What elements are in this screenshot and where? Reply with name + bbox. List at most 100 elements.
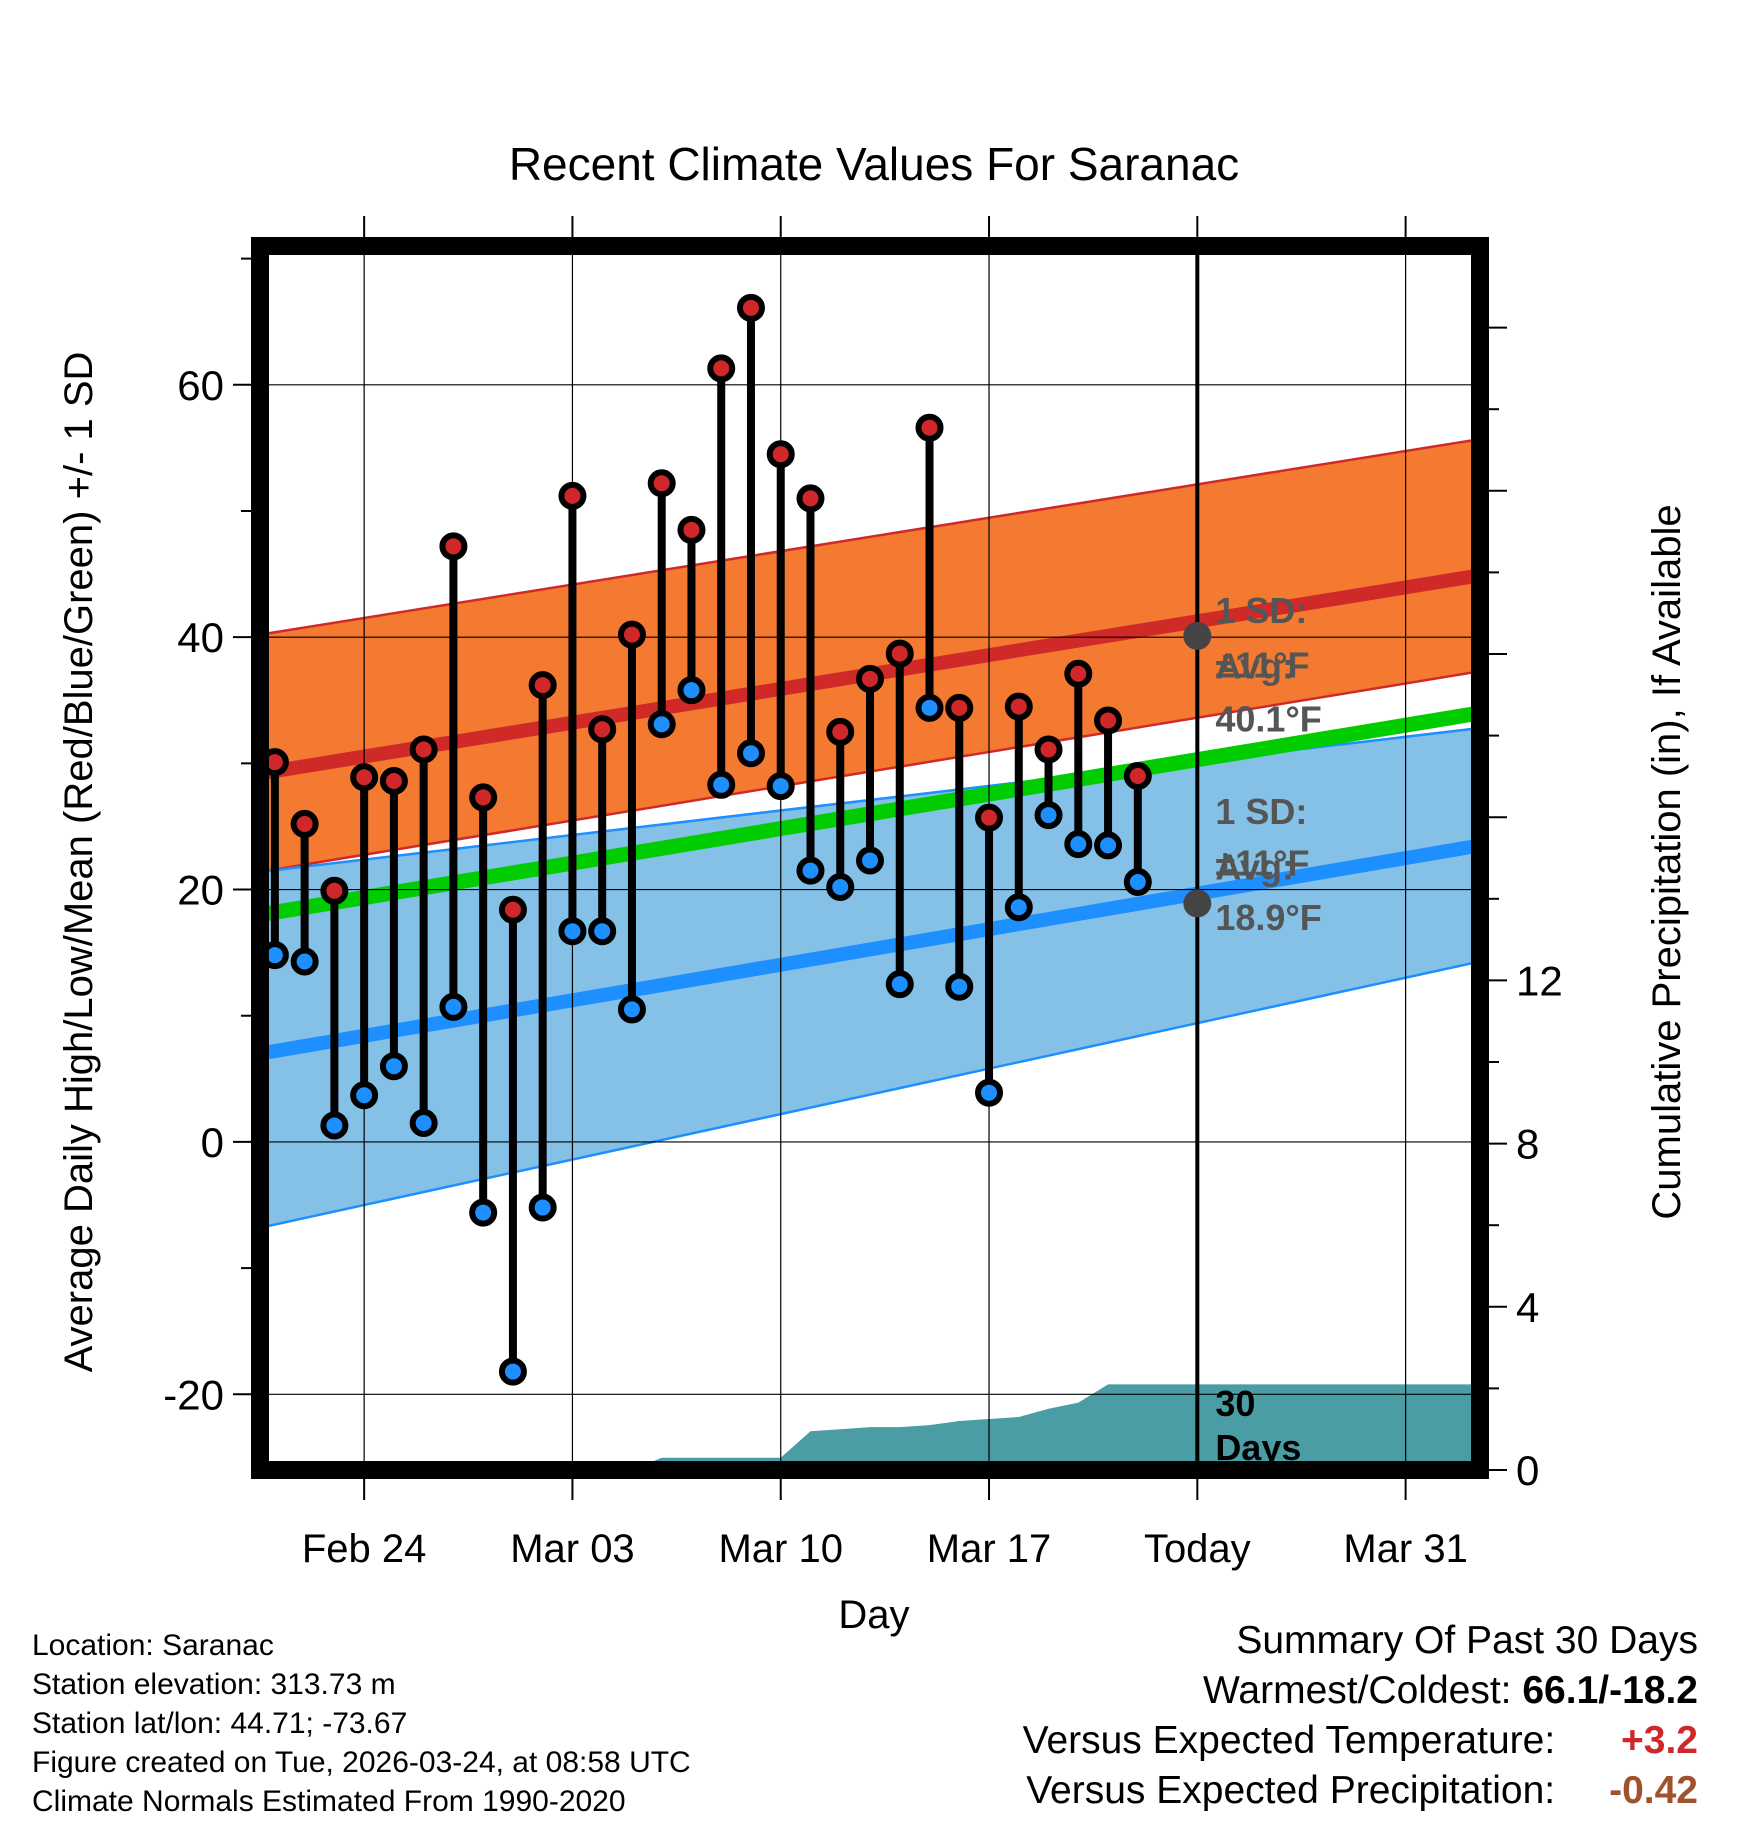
y-axis-label: Average Daily High/Low/Mean (Red/Blue/Gr… [57,352,101,1373]
observed-high-point [826,717,855,746]
footer-created: Figure created on Tue, 2026-03-24, at 08… [32,1746,691,1779]
observed-low-point [379,1052,408,1081]
observed-low-point [677,676,706,705]
chart-title: Recent Climate Values For Saranac [509,138,1239,190]
y2-tick-label: 8 [1516,1121,1539,1168]
y2-axis-label: Cumulative Precipitation (in), If Availa… [1645,504,1689,1219]
observed-low-point [320,1111,349,1140]
observed-low-point [1123,867,1152,896]
observed-high-point [528,671,557,700]
observed-low-point [1034,801,1063,830]
observed-high-point [469,783,498,812]
y2-tick-label: 12 [1516,957,1563,1004]
y-tick-label: 20 [177,867,224,914]
observed-high-point [856,664,884,693]
footer-elevation: Station elevation: 313.73 m [32,1668,396,1701]
x-tick-label: Today [1144,1527,1251,1571]
y-tick-label: 40 [177,614,224,661]
observed-high-point [290,809,319,838]
observed-low-point [350,1081,379,1110]
observed-low-point [826,873,855,902]
observed-high-point [320,876,349,905]
observed-high-point [558,481,587,510]
annot-low-sd-value: ±11°F [1215,843,1309,884]
observed-low-point [945,972,974,1001]
observed-low-point [766,772,795,801]
high-sd-upper-line [260,437,1480,636]
observed-high-point [350,763,379,792]
y2-tick-label: 4 [1516,1284,1539,1331]
observed-low-point [647,710,676,739]
observed-high-point [409,735,438,764]
y-tick-label: -20 [163,1371,224,1418]
today-high-normal-marker [1183,621,1212,650]
low-normal-line [260,838,1480,1061]
observed-low-point [1064,830,1093,859]
observed-high-point [766,440,795,469]
observed-high-point [1094,706,1123,735]
summary-precip-label: Versus Expected Precipitation: [1026,1769,1556,1812]
observed-high-point [647,469,676,498]
y-tick-label: 60 [177,362,224,409]
observed-low-point [915,693,944,722]
observed-low-point [439,992,468,1021]
observed-low-point [290,947,319,976]
y2-tick-label: 0 [1516,1447,1539,1494]
observed-high-point [885,639,914,668]
annot-high-avg: Avg: [1215,646,1294,687]
observed-low-point [558,917,587,946]
annot-high-avg-value: 40.1°F [1215,699,1321,740]
plot-area [260,246,1480,1470]
footer-latlon: Station lat/lon: 44.71; -73.67 [32,1707,408,1740]
annot-low-avg-value: 18.9°F [1215,897,1321,938]
x-tick-label: Mar 03 [510,1527,635,1571]
summary-precip: Versus Expected Precipitation: -0.42 [1026,1769,1698,1813]
observed-high-point [379,767,408,796]
high-sd-band [260,439,1480,872]
observed-high-point [498,895,527,924]
observed-low-point [796,856,825,885]
observed-low-point [469,1198,498,1227]
annot-low-sd: 1 SD: [1215,791,1307,832]
observed-high-point [1123,761,1152,790]
observed-low-point [617,995,646,1024]
annot-high-sd-value: ±11°F [1215,644,1309,685]
observed-low-point [736,739,765,768]
summary-temp-value: +3.2 [1621,1719,1698,1762]
observed-high-point [588,715,617,744]
summary-title: Summary Of Past 30 Days [1236,1619,1698,1662]
annot-precip-days: 30 [1215,1383,1255,1424]
observed-high-point [915,413,944,442]
observed-low-point [498,1357,527,1386]
observed-high-point [796,484,825,513]
observed-high-point [617,620,646,649]
observed-low-point [707,770,736,799]
x-tick-label: Mar 17 [927,1527,1052,1571]
observed-high-point [707,354,736,383]
observed-low-point [409,1108,438,1137]
footer-normals: Climate Normals Estimated From 1990-2020 [32,1785,626,1818]
x-axis-label: Day [838,1593,909,1637]
observed-high-point [1004,692,1033,721]
summary-temp: Versus Expected Temperature: +3.2 [1023,1719,1698,1763]
summary-temp-label: Versus Expected Temperature: [1022,1719,1556,1762]
observed-high-point [439,532,468,561]
observed-low-point [885,970,914,999]
low-sd-band [260,728,1480,1228]
x-tick-label: Mar 10 [718,1527,843,1571]
observed-high-point [677,515,706,544]
precip-area [631,1384,1480,1470]
observed-low-point [528,1193,557,1222]
observed-low-point [975,1078,1004,1107]
y-tick-label: 0 [201,1119,224,1166]
summary-warmest: Warmest/Coldest: 66.1/-18.2 [1203,1669,1698,1713]
annot-low-avg: Avg: [1215,846,1294,887]
observed-low-point [1004,893,1033,922]
observed-high-point [975,803,1004,832]
x-tick-label: Feb 24 [302,1527,427,1571]
footer-location: Location: Saranac [32,1629,274,1662]
today-low-normal-marker [1183,889,1212,918]
observed-low-point [588,917,617,946]
x-tick-label: Mar 31 [1343,1527,1468,1571]
